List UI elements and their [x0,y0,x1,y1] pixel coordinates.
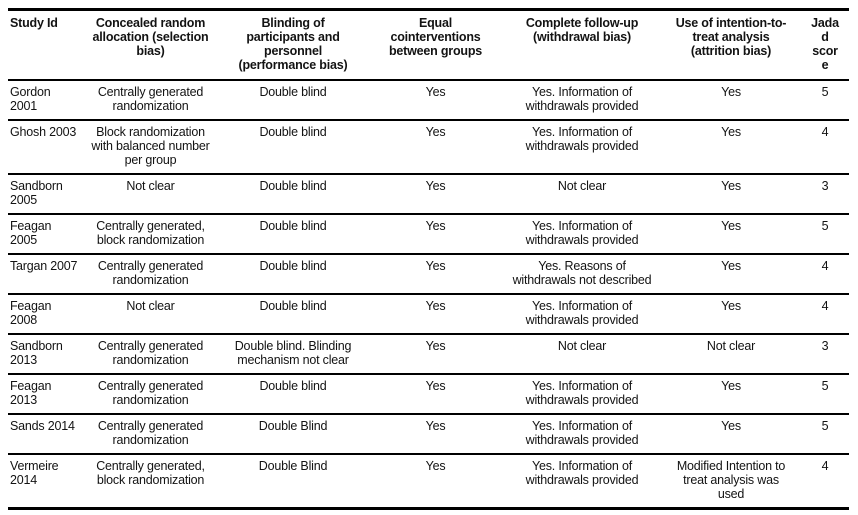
table-row: Vermeire 2014 Centrally generated, block … [8,453,849,509]
table-cell: Modified Intention to treat analysis was… [661,453,801,509]
table-cell: Double blind [218,293,368,334]
table-cell: Centrally generated randomization [83,79,218,120]
table-cell: Double blind [218,173,368,214]
table-row: Targan 2007 Centrally generated randomiza… [8,253,849,294]
header-cell-concealed-allocation: Concealed random allocation (selection b… [83,9,218,81]
table-cell: Ghosh 2003 [8,119,83,174]
table-cell: Yes [661,79,801,120]
table-cell: 5 [801,373,849,414]
table-cell: Not clear [503,173,661,214]
table-row: Feagan 2008 Not clear Double blind Yes Yes. … [8,293,849,334]
table-cell: Yes [368,119,503,174]
table-cell: Yes [661,173,801,214]
table-cell: Not clear [503,333,661,374]
table-cell: Yes. Information of withdrawals provided [503,413,661,454]
header-cell-jadad-score: Jadad score [801,9,849,81]
table-cell: Centrally generated, block randomization [83,453,218,509]
header-cell-itt-analysis: Use of intention-to-treat analysis (attr… [661,9,801,81]
table-cell: Yes [368,79,503,120]
table-row: Ghosh 2003 Block randomization with balan… [8,119,849,174]
table-cell: Gordon 2001 [8,79,83,120]
table-cell: Yes [661,413,801,454]
header-cell-follow-up: Complete follow-up (withdrawal bias) [503,9,661,81]
table-cell: Not clear [83,293,218,334]
table-cell: Yes [368,173,503,214]
table-cell: Yes [368,373,503,414]
table-cell: Yes [661,373,801,414]
table-cell: Not clear [661,333,801,374]
table-cell: 4 [801,293,849,334]
risk-of-bias-table: Study Id Concealed random allocation (se… [8,8,849,510]
table-row: Sands 2014 Centrally generated randomizat… [8,413,849,454]
table-cell: Yes. Information of withdrawals provided [503,79,661,120]
table-cell: Double blind [218,213,368,254]
table-cell: Sandborn 2013 [8,333,83,374]
table-cell: Double Blind [218,413,368,454]
table-cell: Double blind [218,253,368,294]
header-cell-blinding: Blinding of participants and personnel (… [218,9,368,81]
table-cell: Yes. Information of withdrawals provided [503,293,661,334]
table-cell: Yes [368,413,503,454]
table-cell: Yes. Information of withdrawals provided [503,373,661,414]
table-row: Sandborn 2005 Not clear Double blind Yes Not… [8,173,849,214]
table-cell: Double blind. Blinding mechanism not cle… [218,333,368,374]
table-cell: 5 [801,79,849,120]
table-body: Gordon 2001 Centrally generated randomiza… [8,79,849,509]
table-cell: Targan 2007 [8,253,83,294]
header-cell-study-id: Study Id [8,9,83,81]
table-cell: Yes [661,293,801,334]
table-cell: Centrally generated randomization [83,253,218,294]
table-cell: Sandborn 2005 [8,173,83,214]
table-cell: Double blind [218,373,368,414]
table-cell: 5 [801,213,849,254]
table-cell: Vermeire 2014 [8,453,83,509]
table-cell: Feagan 2013 [8,373,83,414]
header-row: Study Id Concealed random allocation (se… [8,9,849,81]
table-cell: Sands 2014 [8,413,83,454]
table-cell: Yes [368,333,503,374]
table-cell: Double blind [218,79,368,120]
table-cell: Yes. Information of withdrawals provided [503,453,661,509]
table-row: Feagan 2013 Centrally generated randomiza… [8,373,849,414]
table-cell: Yes. Reasons of withdrawals not describe… [503,253,661,294]
table-cell: Yes. Information of withdrawals provided [503,213,661,254]
table-cell: Centrally generated randomization [83,373,218,414]
table-cell: Double Blind [218,453,368,509]
table-cell: Yes [368,253,503,294]
table-row: Sandborn 2013 Centrally generated randomi… [8,333,849,374]
table-cell: 5 [801,413,849,454]
table-cell: Not clear [83,173,218,214]
table-cell: Block randomization with balanced number… [83,119,218,174]
table-cell: Feagan 2005 [8,213,83,254]
table-cell: 3 [801,333,849,374]
table-cell: 3 [801,173,849,214]
table-cell: Yes. Information of withdrawals provided [503,119,661,174]
table-row: Feagan 2005 Centrally generated, block ra… [8,213,849,254]
table-cell: Yes [368,213,503,254]
table-row: Gordon 2001 Centrally generated randomiza… [8,79,849,120]
table-cell: Double blind [218,119,368,174]
table-cell: Yes [368,293,503,334]
table-cell: 4 [801,253,849,294]
table-cell: Yes [661,213,801,254]
header-cell-cointerventions: Equal cointerventions between groups [368,9,503,81]
table-cell: 4 [801,453,849,509]
table-cell: 4 [801,119,849,174]
table-cell: Yes [661,253,801,294]
table-cell: Yes [661,119,801,174]
table-cell: Centrally generated randomization [83,413,218,454]
table-cell: Centrally generated, block randomization [83,213,218,254]
table-cell: Centrally generated randomization [83,333,218,374]
table-cell: Feagan 2008 [8,293,83,334]
table-cell: Yes [368,453,503,509]
